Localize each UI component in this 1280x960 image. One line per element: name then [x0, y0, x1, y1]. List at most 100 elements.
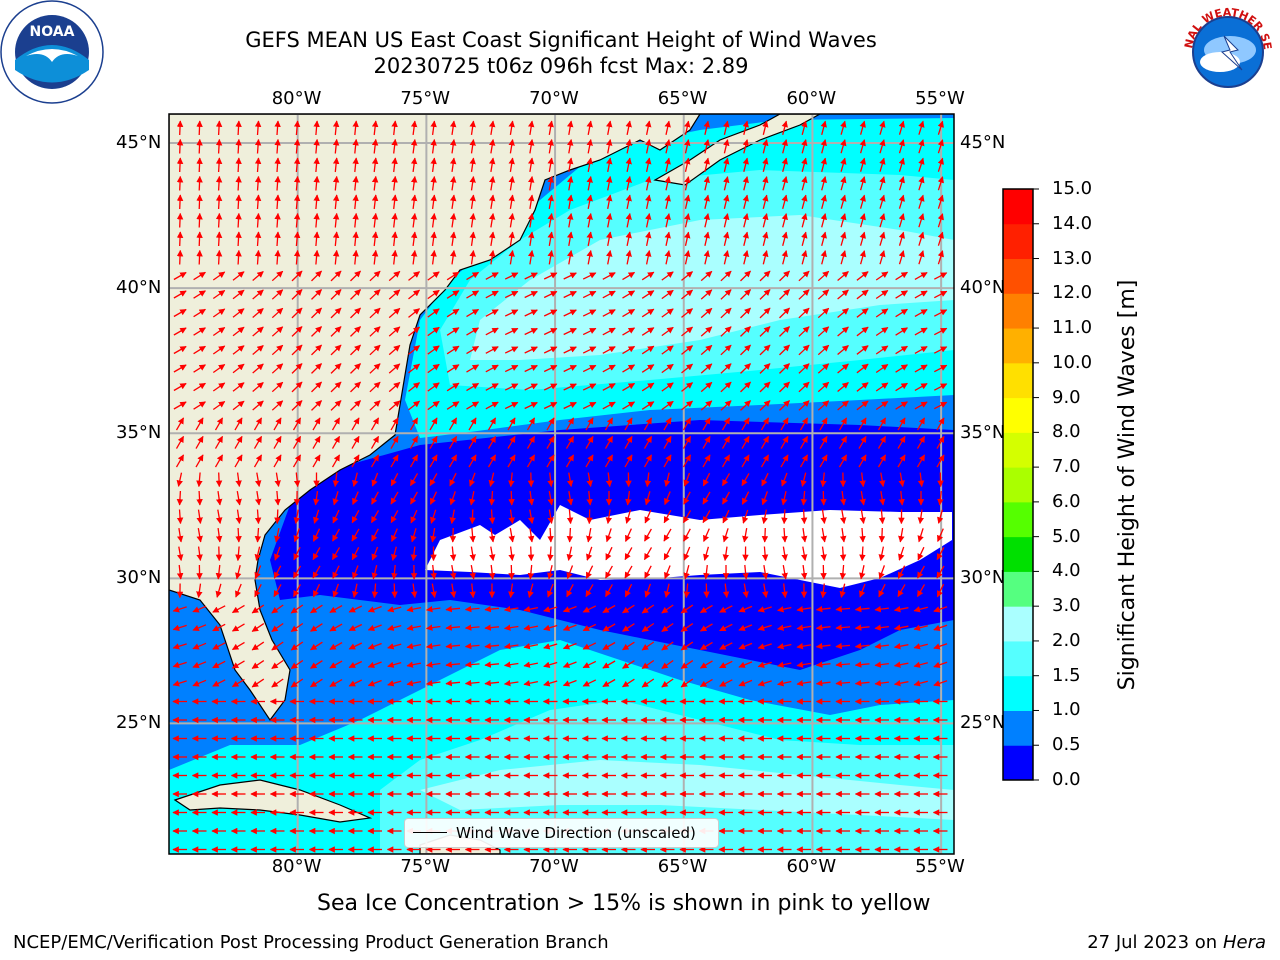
wave-arrow	[684, 139, 691, 154]
wave-arrow	[293, 249, 301, 265]
wave-arrow	[625, 212, 632, 228]
wave-arrow	[586, 120, 593, 136]
colorbar-segment	[1003, 606, 1033, 642]
wave-arrow	[524, 364, 538, 373]
wave-arrow	[508, 157, 515, 173]
wave-arrow	[350, 344, 361, 356]
wave-arrow	[664, 157, 671, 172]
wave-arrow	[779, 326, 790, 337]
wave-arrow	[427, 363, 440, 374]
wave-arrow	[212, 326, 226, 337]
wave-arrow	[819, 454, 828, 468]
wave-arrow	[895, 382, 908, 392]
wave-arrow	[508, 490, 515, 506]
wave-arrow	[838, 454, 848, 468]
wave-arrow	[466, 327, 480, 336]
wave-arrow	[566, 175, 574, 191]
wave-arrow	[468, 417, 477, 431]
wave-arrow	[565, 417, 575, 431]
wave-arrow	[898, 250, 905, 265]
wave-arrow	[820, 472, 827, 488]
wave-arrow	[430, 194, 437, 209]
wave-arrow	[371, 491, 379, 505]
wave-arrow	[273, 454, 282, 468]
wave-arrow	[254, 509, 262, 525]
wave-arrow	[469, 509, 476, 525]
wave-arrow	[720, 270, 732, 282]
wave-arrow	[271, 363, 284, 374]
wave-arrow	[720, 381, 732, 393]
wave-arrow	[759, 270, 771, 282]
wave-arrow	[446, 308, 460, 318]
wave-arrow	[602, 364, 616, 373]
wave-arrow	[740, 381, 751, 393]
wave-arrow	[681, 382, 694, 392]
wave-arrow	[798, 326, 810, 337]
wave-arrow	[759, 289, 771, 300]
wave-arrow	[781, 213, 788, 228]
wave-arrow	[644, 472, 652, 488]
wave-arrow	[391, 212, 398, 228]
wave-arrow	[543, 346, 558, 354]
wave-arrow	[352, 157, 359, 173]
wave-arrow	[819, 417, 828, 431]
wave-arrow	[176, 212, 184, 228]
wave-arrow	[877, 435, 887, 449]
wave-arrow	[351, 435, 360, 449]
wave-arrow	[388, 289, 401, 300]
wave-arrow	[937, 213, 944, 228]
wave-arrow	[253, 454, 263, 468]
wave-arrow	[524, 383, 538, 391]
wave-arrow	[466, 382, 480, 392]
wave-arrow	[622, 382, 636, 392]
wave-arrow	[332, 175, 340, 191]
wave-arrow	[488, 490, 496, 506]
wave-arrow	[721, 473, 731, 487]
wave-arrow	[820, 213, 827, 228]
wave-arrow	[430, 120, 437, 135]
wave-arrow	[332, 472, 340, 488]
wave-arrow	[918, 194, 925, 209]
wave-arrow	[429, 435, 438, 449]
wave-arrow	[661, 382, 674, 392]
wave-arrow	[430, 157, 437, 172]
wave-arrow	[504, 327, 519, 336]
wave-arrow	[427, 345, 440, 355]
legend-line	[413, 832, 447, 833]
wave-arrow	[330, 326, 342, 337]
colorbar-tick-label: 14.0	[1052, 212, 1093, 234]
colorbar	[1002, 188, 1039, 781]
wave-arrow	[723, 231, 730, 246]
wave-arrow	[602, 272, 616, 280]
wave-arrow	[875, 345, 889, 355]
wave-arrow	[313, 138, 320, 154]
wave-arrow	[352, 138, 359, 154]
wave-arrow	[469, 138, 476, 154]
wave-arrow	[682, 435, 692, 449]
wave-arrow	[645, 138, 652, 154]
wave-arrow	[352, 175, 359, 191]
wave-arrow	[684, 250, 691, 265]
wave-arrow	[641, 401, 655, 410]
wave-arrow	[759, 363, 771, 374]
wave-arrow	[504, 272, 519, 280]
wave-arrow	[391, 138, 398, 154]
lon-tick-label-bottom: 55°W	[915, 856, 965, 877]
wave-arrow	[742, 250, 749, 265]
wave-arrow	[173, 308, 187, 318]
wave-arrow	[527, 120, 535, 136]
wave-arrow	[622, 308, 636, 318]
wave-arrow	[371, 231, 379, 247]
wave-arrow	[332, 157, 340, 173]
wave-arrow	[914, 290, 928, 299]
colorbar-tick-label: 0.5	[1052, 734, 1081, 756]
wave-arrow	[856, 308, 869, 318]
wave-arrow	[232, 289, 245, 300]
wave-arrow	[524, 309, 538, 317]
wave-arrow	[504, 290, 519, 299]
wave-arrow	[235, 194, 242, 210]
lat-tick-label-right: 45°N	[960, 132, 1006, 154]
wave-arrow	[350, 363, 361, 374]
wave-arrow	[312, 417, 321, 431]
wave-arrow	[547, 472, 554, 488]
